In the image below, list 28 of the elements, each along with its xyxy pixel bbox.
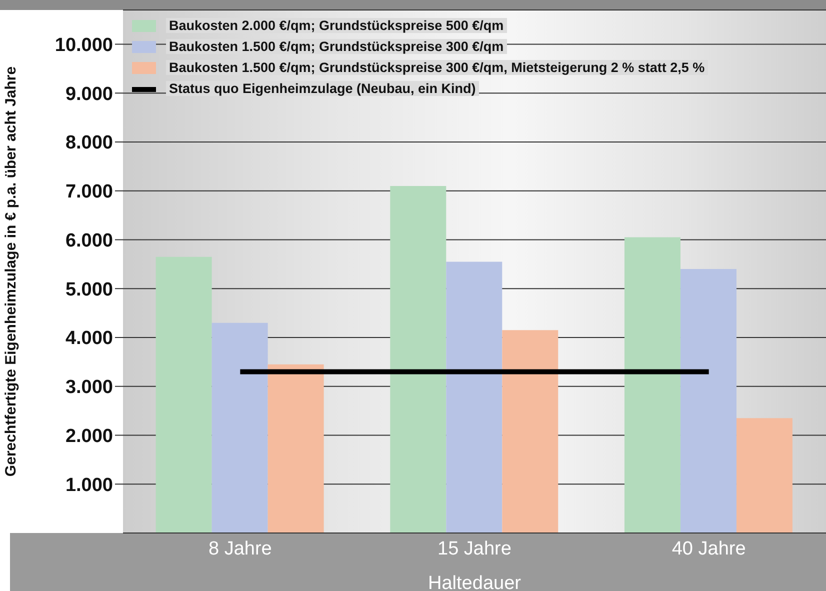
x-tick-label: 8 Jahre	[208, 538, 272, 560]
bar	[212, 322, 268, 533]
bar	[446, 262, 502, 533]
x-tick-label: 40 Jahre	[672, 538, 746, 560]
y-tick-label: 1.000	[65, 474, 113, 496]
legend-label: Baukosten 2.000 €/qm; Grundstückspreise 500 €/qm	[166, 18, 507, 33]
legend-label: Baukosten 1.500 €/qm; Grundstückspreise 300 €/qm	[166, 39, 507, 54]
y-tick-label: 6.000	[65, 230, 113, 252]
y-tick-label: 7.000	[65, 182, 113, 203]
bar	[624, 237, 680, 533]
x-tick-label: 15 Jahre	[438, 538, 512, 560]
y-axis-title: Gerechtfertigte Eigenheimzulage in € p.a. über acht Jahre	[2, 66, 20, 477]
legend-label: Status quo Eigenheimzulage (Neubau, ein Kind)	[166, 81, 479, 96]
y-tick-label: 5.000	[65, 279, 113, 300]
bar	[736, 418, 792, 533]
legend-label: Baukosten 1.500 €/qm; Grundstückspreise 300 €/qm, Mietsteigerung 2 % statt 2,5 %	[166, 60, 708, 75]
bar	[268, 364, 324, 533]
x-axis-title: Haltedauer	[428, 573, 522, 591]
y-tick-label: 10.000	[54, 34, 113, 56]
y-tick-label: 8.000	[65, 132, 113, 154]
bar	[680, 269, 736, 533]
bar	[156, 256, 212, 533]
y-tick-label: 4.000	[65, 328, 113, 350]
y-tick-label: 2.000	[65, 426, 113, 447]
bar	[502, 330, 558, 533]
bar	[390, 186, 446, 533]
y-tick-label: 9.000	[65, 84, 113, 105]
y-tick-label: 3.000	[65, 377, 113, 398]
